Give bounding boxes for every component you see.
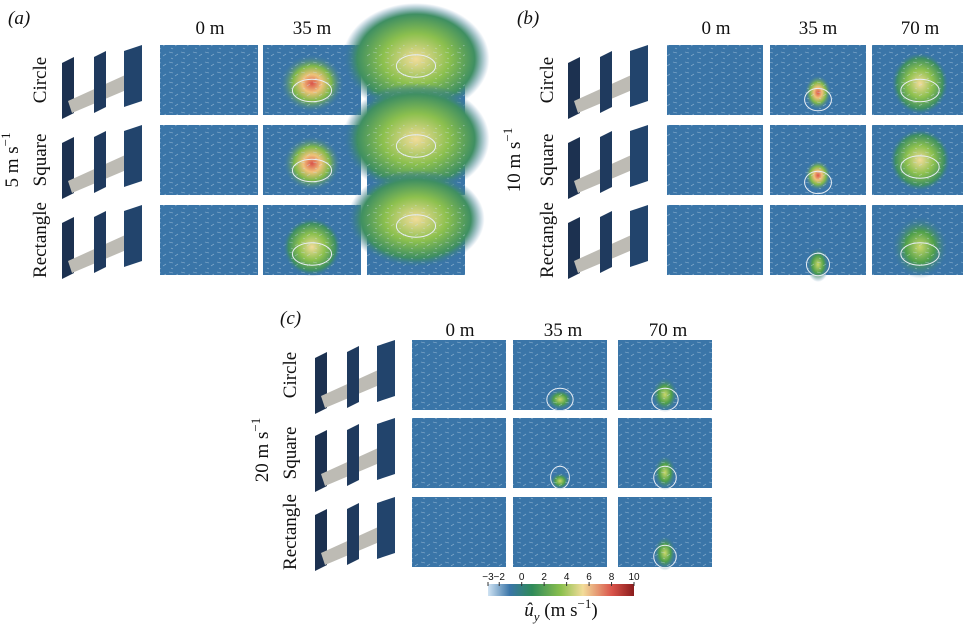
- colorbar-label: ûy (m s−1): [524, 596, 597, 624]
- colorbar-tick-label: 2: [541, 572, 547, 583]
- column-header: 35 m: [544, 320, 583, 341]
- speed-text: 20 m s: [252, 432, 273, 483]
- plane: [600, 51, 612, 113]
- vectors: [770, 205, 866, 275]
- speed-label: 5 m s−1: [0, 132, 23, 187]
- row-label: Square: [537, 134, 558, 187]
- close: ): [591, 600, 597, 621]
- vectors: [513, 418, 607, 488]
- vectors: [412, 497, 506, 567]
- vectors: [618, 340, 712, 410]
- plane: [347, 424, 359, 486]
- speed-exponent: −1: [500, 128, 515, 142]
- plane: [124, 205, 142, 267]
- speed-text: 5 m s: [2, 146, 23, 187]
- vectors: [513, 340, 607, 410]
- panel-label: (c): [280, 308, 301, 329]
- plane: [347, 503, 359, 565]
- vectors: [667, 205, 763, 275]
- vectors: [872, 125, 963, 195]
- row-label: Rectangle: [537, 202, 558, 278]
- colorbar-tick-label: −3: [482, 572, 494, 583]
- colorbar-tick-label: 10: [628, 572, 640, 583]
- speed-label: 10 m s−1: [500, 128, 525, 193]
- plane: [377, 497, 395, 559]
- row-label: Square: [280, 427, 301, 480]
- column-header: 35 m: [293, 18, 332, 39]
- speed-label: 20 m s−1: [248, 418, 273, 483]
- figure: (a)0 m35 m70 m5 m s−1CircleSquareRectang…: [0, 0, 963, 628]
- colorbar-tick-label: 4: [564, 572, 570, 583]
- vectors: [412, 340, 506, 410]
- column-header: 70 m: [901, 18, 940, 39]
- unit: (m s: [540, 600, 578, 621]
- panel-label: (b): [517, 8, 539, 29]
- row-label: Circle: [280, 352, 301, 398]
- vectors: [412, 418, 506, 488]
- colorbar-tick-label: 0: [519, 572, 525, 583]
- plane: [377, 340, 395, 402]
- colorbar-tick-label: −2: [494, 572, 506, 583]
- vectors: [618, 418, 712, 488]
- plane: [94, 211, 106, 273]
- plane: [94, 131, 106, 193]
- vectors: [770, 45, 866, 115]
- plane: [600, 211, 612, 273]
- column-header: 0 m: [445, 320, 474, 341]
- symbol: û: [524, 600, 534, 621]
- row-label: Square: [30, 134, 51, 187]
- plane: [124, 45, 142, 107]
- colorbar-tick-label: 6: [586, 572, 592, 583]
- column-header: 0 m: [701, 18, 730, 39]
- column-header: 70 m: [649, 320, 688, 341]
- plane: [124, 125, 142, 187]
- column-header: 35 m: [799, 18, 838, 39]
- vectors: [618, 497, 712, 567]
- plane: [600, 131, 612, 193]
- speed-text: 10 m s: [504, 142, 525, 193]
- vectors: [513, 497, 607, 567]
- vectors: [160, 45, 258, 115]
- panel-label: (a): [8, 8, 30, 29]
- vectors: [160, 125, 258, 195]
- column-header: 0 m: [195, 18, 224, 39]
- vectors: [872, 205, 963, 275]
- vectors: [770, 125, 866, 195]
- vectors: [872, 45, 963, 115]
- speed-exponent: −1: [0, 132, 13, 146]
- vectors: [667, 45, 763, 115]
- row-label: Rectangle: [280, 494, 301, 570]
- vectors: [160, 205, 258, 275]
- plane: [94, 51, 106, 113]
- row-label: Circle: [537, 57, 558, 103]
- vectors: [367, 205, 465, 275]
- colorbar-tick-label: 8: [609, 572, 615, 583]
- exponent: −1: [578, 596, 592, 611]
- vectors: [667, 125, 763, 195]
- row-label: Circle: [30, 57, 51, 103]
- row-label: Rectangle: [30, 202, 51, 278]
- plane: [630, 125, 648, 187]
- vectors: [263, 205, 361, 275]
- plane: [377, 418, 395, 480]
- plane: [630, 205, 648, 267]
- plane: [630, 45, 648, 107]
- plane: [347, 346, 359, 408]
- colorbar: [488, 584, 634, 596]
- speed-exponent: −1: [248, 418, 263, 432]
